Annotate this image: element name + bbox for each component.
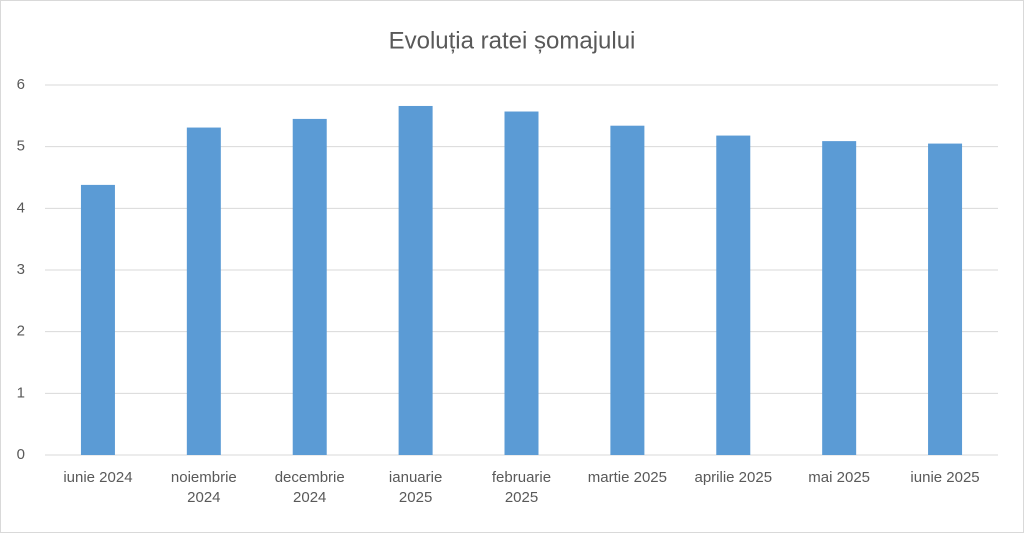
bar [398,105,433,455]
y-tick-label: 2 [17,323,25,340]
x-tick-label: ianuarie 2025 [388,469,443,506]
y-tick-label: 5 [17,138,25,155]
y-tick-label: 6 [17,76,25,93]
x-tick-label: aprilie 2025 [694,469,773,486]
bar [80,184,115,455]
bar [610,125,645,455]
y-tick-label: 4 [17,199,25,216]
x-tick-label: februarie 2025 [491,469,552,506]
bar [186,127,221,456]
bar [822,141,857,455]
y-tick-label: 3 [17,261,25,278]
y-tick-label: 0 [17,446,25,463]
bar [716,135,751,456]
y-tick-label: 1 [17,384,25,401]
x-tick-label: iunie 2025 [910,469,980,486]
x-tick-label: mai 2025 [808,469,871,486]
x-tick-label: noiembrie 2024 [170,469,237,506]
bar [928,143,963,456]
bar [292,118,327,456]
chart-title: Evoluția ratei șomajului [389,27,636,54]
x-tick-label: iunie 2024 [63,469,133,486]
bar [504,111,539,456]
x-tick-label: decembrie 2024 [274,469,345,506]
x-tick-label: martie 2025 [587,469,667,486]
